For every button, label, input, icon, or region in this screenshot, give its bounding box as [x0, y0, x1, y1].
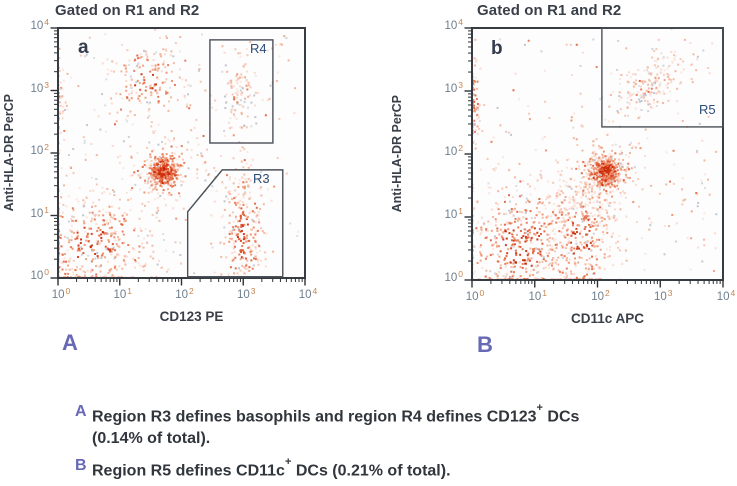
panel-a-scatter-canvas [58, 28, 305, 278]
gate-label-r4: R4 [250, 41, 267, 56]
panel-b-letter: B [477, 332, 493, 357]
panel-a-scatter-plot [58, 28, 305, 278]
gate-label-r3: R3 [253, 171, 270, 186]
caption-a-text-2: DCs [542, 408, 580, 426]
x-tick-label: 101 [528, 288, 548, 303]
x-tick-label: 103 [653, 288, 673, 303]
panel-b-x-axis-label: CD11c APC [570, 311, 645, 326]
y-tick-label: 103 [444, 80, 463, 95]
caption-b-text-2: DCs (0.21% of total). [291, 462, 451, 480]
caption-item-a: A Region R3 defines basophils and region… [75, 401, 715, 450]
panel-a-corner-label: a [78, 37, 89, 58]
panel-b-scatter-canvas [472, 28, 723, 280]
y-tick-label: 104 [444, 17, 463, 32]
x-tick-label: 104 [298, 286, 318, 301]
caption-a-superscript: + [536, 402, 543, 414]
panel-a-letter: A [62, 330, 78, 355]
panel-a-x-axis-label: CD123 PE [159, 309, 224, 324]
x-tick-label: 102 [591, 288, 610, 303]
caption-b-text-1: Region R5 defines CD11c [92, 462, 285, 480]
x-tick-label: 103 [236, 286, 256, 301]
y-tick-label: 104 [30, 17, 49, 32]
y-tick-label: 103 [30, 79, 49, 95]
y-tick-label: 101 [30, 204, 49, 220]
panel-b-scatter-plot [472, 28, 723, 280]
panel-a-title: Gated on R1 and R2 [55, 2, 200, 19]
x-tick-label: 104 [716, 288, 736, 303]
gate-label-r5: R5 [699, 102, 716, 117]
y-tick-label: 102 [30, 142, 49, 157]
x-tick-label: 101 [113, 286, 133, 301]
y-tick-label: 101 [444, 206, 463, 221]
panel-b-title: Gated on R1 and R2 [477, 2, 622, 19]
x-tick-label: 102 [175, 286, 194, 301]
caption-a-line-2: (0.14% of total). [92, 430, 211, 448]
y-tick-label: 100 [444, 269, 463, 284]
y-tick-label: 102 [444, 143, 463, 158]
caption-body-a: Region R3 defines basophils and region R… [92, 401, 715, 450]
caption-b-superscript: + [284, 456, 292, 469]
caption-a-text-1: Region R3 defines basophils and region R… [92, 408, 537, 426]
x-tick-label: 100 [465, 288, 485, 303]
caption-body-b: Region R5 defines CD11c+ DCs (0.21% of t… [92, 455, 715, 482]
panel-b-y-axis-label-text: Anti-HLA-DR PerCP [390, 95, 404, 213]
caption-letter-a: A [75, 403, 87, 420]
x-tick-label: 100 [51, 286, 71, 301]
y-tick-label: 100 [30, 267, 49, 282]
panel-b-corner-label: b [491, 38, 503, 59]
figure-caption: A Region R3 defines basophils and region… [75, 401, 715, 486]
caption-letter-b: B [75, 457, 87, 475]
caption-item-b: B Region R5 defines CD11c+ DCs (0.21% of… [75, 455, 715, 482]
panel-b-y-axis-label: Anti-HLA-DR PerCP [388, 28, 406, 280]
